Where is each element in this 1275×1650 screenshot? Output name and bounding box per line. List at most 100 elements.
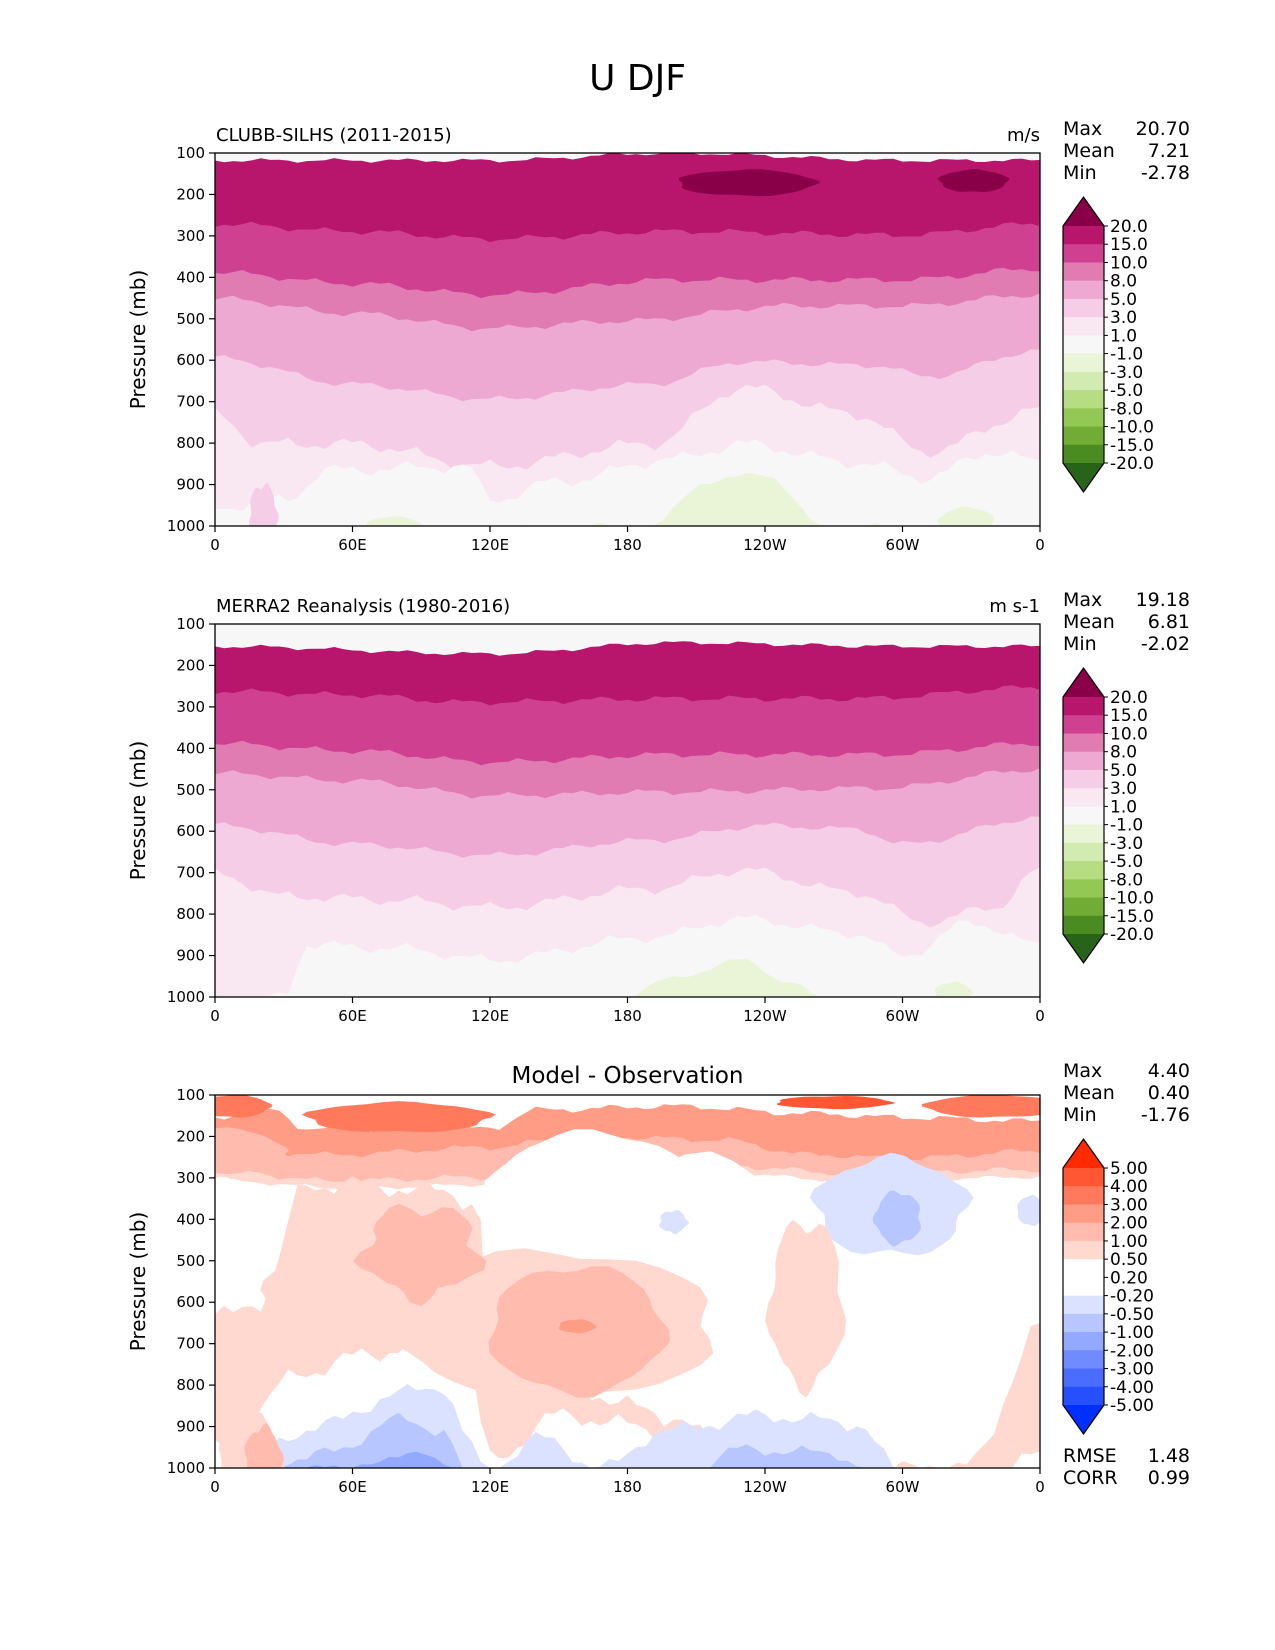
panel-2-stat-value: 6.81 (1148, 611, 1190, 633)
panel-1-colorbar-segment (1063, 426, 1104, 446)
panel-3-colorbar-segment (1063, 1313, 1104, 1333)
panel-3-cell (776, 1096, 895, 1110)
panel-1-xtick-label: 120W (743, 536, 787, 554)
panel-3-band (215, 1451, 1040, 1468)
panel-3-colorbar-label: 3.00 (1110, 1195, 1148, 1215)
panel-1-colorbar-segment (1063, 280, 1104, 300)
panel-2-colorbar: 20.015.010.08.05.03.01.0-1.0-3.0-5.0-8.0… (1062, 666, 1154, 965)
panel-2-colorbar-label: -10.0 (1110, 889, 1154, 909)
panel-2-ytick-label: 600 (176, 822, 205, 840)
panel-2-xtick-label: 60W (886, 1007, 920, 1025)
panel-2-subplot-title: MERRA2 Reanalysis (1980-2016) (216, 596, 510, 617)
panel-3-colorbar-segment (1063, 1204, 1104, 1224)
panel-3-cell (215, 1127, 289, 1175)
panel-1-ytick-label: 1000 (167, 517, 205, 535)
panel-3-stat-label: Mean (1063, 1082, 1115, 1104)
panel-3-colorbar-segment (1063, 1295, 1104, 1315)
panel-1-xtick-label: 0 (210, 536, 220, 554)
panel-1-colorbar-segment (1063, 298, 1104, 318)
panel-2-colorbar-segment (1063, 824, 1104, 844)
panel-3-xtick-label: 180 (613, 1478, 642, 1496)
panel-1-ytick-label: 800 (176, 434, 205, 452)
panel-2-ylabel: Pressure (mb) (126, 741, 150, 881)
panel-3-ytick-label: 800 (176, 1376, 205, 1394)
panel-1-colorbar-extend-bottom (1063, 463, 1104, 492)
panel-2-colorbar-label: -1.0 (1110, 816, 1143, 836)
panel-2-xtick-label: 180 (613, 1007, 642, 1025)
panel-3-colorbar-segment (1063, 1386, 1104, 1406)
panel-1-colorbar-label: -5.0 (1110, 381, 1143, 401)
panel-2-colorbar-segment (1063, 697, 1104, 716)
panel-2-xtick-label: 120E (471, 1007, 509, 1025)
panel-2-xtick-label: 120W (743, 1007, 787, 1025)
panel-2-colorbar-label: -5.0 (1110, 852, 1143, 872)
panel-3-stat-value: 1.48 (1148, 1445, 1190, 1467)
panel-1-colorbar-label: 8.0 (1110, 272, 1137, 292)
panel-2-ytick-label: 800 (176, 905, 205, 923)
panel-2-ytick-label: 1000 (167, 988, 205, 1006)
panel-2-band (215, 914, 1040, 997)
panel-1-ylabel: Pressure (mb) (126, 270, 150, 410)
panel-3-ytick-label: 300 (176, 1169, 205, 1187)
panel-2-colorbar-label: -3.0 (1110, 834, 1143, 854)
panel-3-colorbar-segment (1063, 1240, 1104, 1260)
panel-3-cell (1017, 1194, 1040, 1226)
panel-3: Model - Observation 100 200 300 400 500 600 700… (126, 1060, 1190, 1496)
panel-3-colorbar-label: 0.50 (1110, 1250, 1148, 1270)
panel-1-colorbar-segment (1063, 408, 1104, 428)
panel-2: MERRA2 Reanalysis (1980-2016) m s-1 100 200… (126, 589, 1190, 1025)
panel-2-ytick-label: 400 (176, 739, 205, 757)
panel-3-colorbar: 5.004.003.002.001.000.500.20-0.20-0.50-1… (1062, 1137, 1154, 1436)
panel-1-cell (366, 516, 424, 526)
panel-2-xtick-label: 60E (338, 1007, 367, 1025)
panel-3-ytick-label: 400 (176, 1210, 205, 1228)
panel-3-cell (765, 1219, 847, 1398)
panel-3-colorbar-segment (1063, 1368, 1104, 1388)
panel-1-stat-label: Mean (1063, 140, 1115, 162)
panel-1-colorbar-label: 3.0 (1110, 308, 1137, 328)
panel-3-cell (872, 1190, 921, 1247)
panel-3-ytick-label: 900 (176, 1418, 205, 1436)
panel-2-units: m s-1 (989, 596, 1040, 617)
panel-2-cell (934, 981, 973, 997)
panel-3-cell (921, 1095, 1040, 1118)
panel-1-colorbar-segment (1063, 371, 1104, 391)
panel-3-colorbar-label: 1.00 (1110, 1232, 1148, 1252)
panel-1-ytick-label: 100 (176, 144, 205, 162)
panel-1-ytick-label: 400 (176, 268, 205, 286)
panel-2-ytick-label: 700 (176, 864, 205, 882)
panel-2-colorbar-label: 3.0 (1110, 779, 1137, 799)
panel-1-xtick-label: 60W (886, 536, 920, 554)
panel-3-colorbar-extend-top (1063, 1139, 1104, 1168)
panel-3-colorbar-label: -5.00 (1110, 1396, 1154, 1416)
panel-1: CLUBB-SILHS (2011-2015) m/s 100 200 300 400 50… (126, 118, 1190, 554)
panel-1-cell (678, 169, 821, 197)
panel-3-stat-label: CORR (1063, 1467, 1118, 1489)
panel-3-colorbar-segment (1063, 1332, 1104, 1351)
panel-2-contour-field (215, 624, 1040, 997)
panel-1-xtick-label: 120E (471, 536, 509, 554)
panel-1-colorbar-label: -20.0 (1110, 454, 1154, 474)
panel-3-ylabel: Pressure (mb) (126, 1212, 150, 1352)
panel-2-ytick-label: 200 (176, 656, 205, 674)
panel-1-ytick-label: 600 (176, 351, 205, 369)
panel-2-ytick-label: 500 (176, 781, 205, 799)
panel-2-colorbar-label: 10.0 (1110, 724, 1148, 744)
panel-1-colorbar-label: -3.0 (1110, 363, 1143, 383)
panel-1-ytick-label: 900 (176, 476, 205, 494)
panel-3-colorbar-label: 5.00 (1110, 1159, 1148, 1179)
panel-1-colorbar-label: 10.0 (1110, 253, 1148, 273)
panel-2-colorbar-label: 1.0 (1110, 797, 1137, 817)
panel-1-colorbar-segment (1063, 262, 1104, 282)
panel-1-units: m/s (1007, 125, 1040, 146)
panel-2-colorbar-segment (1063, 842, 1104, 862)
panel-2-ytick-label: 900 (176, 947, 205, 965)
panel-3-cell (659, 1210, 689, 1235)
panel-2-colorbar-label: 15.0 (1110, 706, 1148, 726)
panel-3-colorbar-segment (1063, 1186, 1104, 1206)
panel-1-xtick-label: 0 (1035, 536, 1045, 554)
panel-2-colorbar-label: 20.0 (1110, 688, 1148, 708)
panel-3-colorbar-label: -1.00 (1110, 1323, 1154, 1343)
panel-2-stat-label: Max (1063, 589, 1102, 611)
